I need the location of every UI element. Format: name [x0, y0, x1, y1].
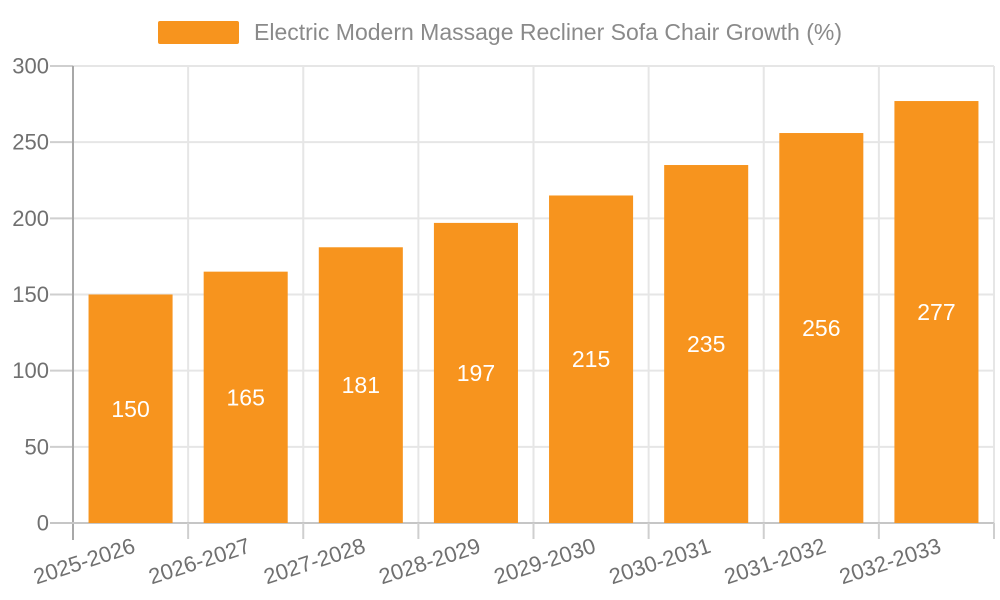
chart-legend[interactable]: Electric Modern Massage Recliner Sofa Ch… [0, 18, 1000, 46]
x-axis-category-label: 2029-2030 [491, 533, 599, 589]
bar-value-label: 277 [917, 299, 955, 325]
bar[interactable] [88, 294, 173, 524]
bar[interactable] [894, 101, 979, 523]
y-axis-tick-label: 300 [12, 54, 49, 79]
x-axis-category-label: 2032-2033 [836, 533, 944, 589]
legend-swatch [158, 20, 239, 44]
bar[interactable] [779, 133, 864, 523]
y-axis-tick-label: 250 [12, 130, 49, 155]
legend-label: Electric Modern Massage Recliner Sofa Ch… [254, 19, 842, 45]
bar[interactable] [549, 195, 634, 523]
bar[interactable] [318, 247, 403, 523]
y-axis-tick-label: 150 [12, 282, 49, 307]
y-axis-tick-label: 0 [37, 511, 49, 536]
x-axis-category-label: 2030-2031 [606, 533, 714, 589]
x-axis-category-label: 2027-2028 [261, 533, 369, 589]
bar[interactable] [433, 222, 518, 524]
x-axis-category-label: 2025-2026 [30, 533, 138, 589]
x-axis-category-label: 2031-2032 [721, 533, 829, 589]
bar-value-label: 256 [802, 315, 840, 341]
bar-value-label: 197 [457, 360, 495, 386]
x-axis-category-label: 2028-2029 [376, 533, 484, 589]
bar-value-label: 215 [572, 346, 610, 372]
bar[interactable] [664, 165, 749, 523]
bar[interactable] [203, 271, 288, 523]
bar-value-label: 235 [687, 331, 725, 357]
y-axis-tick-label: 50 [25, 434, 49, 459]
bar-value-label: 181 [342, 372, 380, 398]
y-axis-tick-label: 100 [12, 358, 49, 383]
x-axis-category-label: 2026-2027 [145, 533, 253, 589]
bar-value-label: 150 [111, 396, 149, 422]
y-axis-tick-label: 200 [12, 206, 49, 231]
bar-value-label: 165 [227, 384, 265, 410]
